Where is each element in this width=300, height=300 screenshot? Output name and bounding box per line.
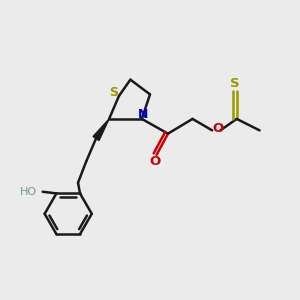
Text: S: S	[109, 85, 118, 99]
Text: O: O	[150, 155, 161, 168]
Text: HO: HO	[20, 187, 37, 197]
Text: O: O	[212, 122, 223, 135]
Polygon shape	[93, 119, 109, 140]
Text: N: N	[138, 109, 148, 122]
Text: S: S	[230, 77, 240, 90]
